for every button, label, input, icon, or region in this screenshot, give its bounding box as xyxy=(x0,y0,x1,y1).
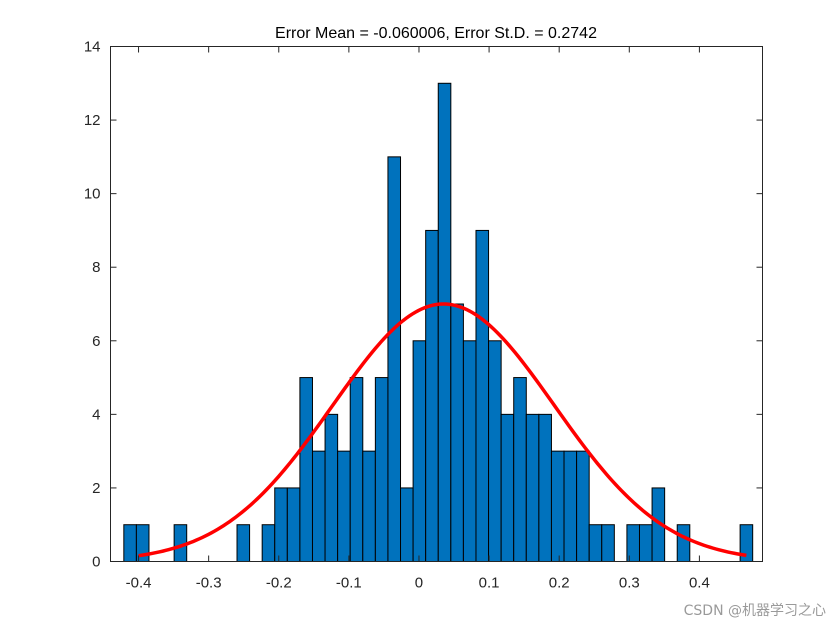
y-tick-label: 12 xyxy=(84,112,101,129)
chart-title: Error Mean = -0.060006, Error St.D. = 0.… xyxy=(275,25,597,42)
histogram-bar xyxy=(576,450,590,562)
y-tick-label: 2 xyxy=(92,480,100,497)
histogram-bar xyxy=(588,524,603,563)
histogram-bar xyxy=(488,340,502,562)
histogram-bar xyxy=(437,82,452,563)
normal-fit-curve xyxy=(138,302,747,558)
histogram-bar xyxy=(374,377,389,563)
y-tick-label: 8 xyxy=(92,259,100,276)
x-tick-label: -0.4 xyxy=(126,575,152,592)
y-tick-label: 10 xyxy=(84,186,101,203)
histogram-bar xyxy=(123,524,137,563)
x-tick-label: -0.1 xyxy=(336,575,362,592)
histogram-bar xyxy=(425,229,439,563)
histogram-bar xyxy=(274,487,288,562)
histogram-bar xyxy=(450,303,464,562)
histogram-bar xyxy=(362,450,376,562)
histogram-bar xyxy=(286,487,301,562)
histogram-bar xyxy=(563,450,578,562)
y-tick-label: 6 xyxy=(92,333,100,350)
watermark: CSDN @机器学习之心 xyxy=(683,603,826,619)
histogram-bar xyxy=(311,450,326,562)
x-tick-label: 0.2 xyxy=(549,575,570,592)
histogram-bar xyxy=(601,524,615,563)
histogram-bar xyxy=(387,156,402,562)
axes-box xyxy=(110,46,763,562)
histogram-bar xyxy=(400,487,414,562)
x-tick-label: -0.2 xyxy=(266,575,292,592)
histogram-bar xyxy=(500,413,515,562)
histogram-bar xyxy=(462,340,477,562)
y-tick-label: 0 xyxy=(92,554,100,571)
histogram-bar xyxy=(349,377,364,563)
histogram-bar xyxy=(513,377,527,563)
histogram-bar xyxy=(638,524,653,563)
histogram-bar xyxy=(337,450,351,562)
histogram-bar xyxy=(324,413,339,562)
y-tick-label: 4 xyxy=(92,406,100,423)
histogram-bar xyxy=(676,524,691,563)
x-tick-label: -0.3 xyxy=(196,575,222,592)
histogram-bar xyxy=(261,524,276,563)
histogram-bar xyxy=(538,413,552,562)
histogram-bar xyxy=(236,524,251,563)
x-tick-label: 0.1 xyxy=(479,575,500,592)
x-tick-label: 0 xyxy=(415,575,423,592)
histogram-bar xyxy=(525,413,540,562)
histogram-bar xyxy=(412,340,427,562)
y-tick-label: 14 xyxy=(84,39,101,56)
histogram-bar xyxy=(475,229,490,563)
histogram-bar xyxy=(550,450,565,562)
histogram-bar xyxy=(299,377,313,563)
x-tick-label: 0.3 xyxy=(619,575,640,592)
x-tick-label: 0.4 xyxy=(689,575,710,592)
